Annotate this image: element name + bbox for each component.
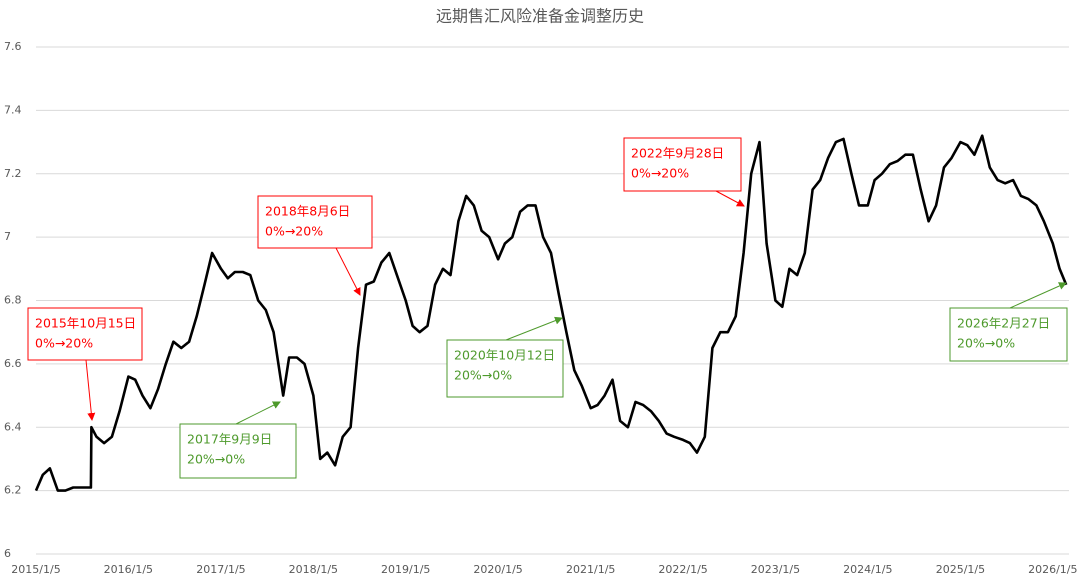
annotation-text: 2022年9月28日 [631, 146, 724, 161]
annotation-arrow [715, 190, 745, 207]
x-tick-label: 2019/1/5 [381, 563, 430, 576]
annotation-box [179, 423, 297, 479]
y-tick-label: 6 [4, 547, 11, 560]
y-tick-label: 7 [4, 230, 11, 243]
annotation-text: 2018年8月6日 [265, 204, 350, 219]
data-line [34, 134, 1068, 492]
annotation-text: 2015年10月15日 [35, 316, 136, 331]
annotation-text: 0%→20% [35, 336, 93, 351]
annotation-arrow [1009, 282, 1067, 309]
annotation-box [446, 339, 564, 398]
x-tick-label: 2017/1/5 [196, 563, 245, 576]
annotation-text: 2017年9月9日 [187, 432, 272, 447]
y-tick-label: 7.6 [4, 40, 22, 53]
annotation-box [949, 307, 1068, 362]
x-tick-label: 2015/1/5 [11, 563, 60, 576]
y-tick-label: 6.8 [4, 294, 22, 307]
annotation-box [257, 195, 373, 249]
annotation-text: 0%→20% [631, 166, 689, 181]
x-tick-label: 2016/1/5 [104, 563, 153, 576]
y-tick-label: 6.4 [4, 420, 22, 433]
y-tick-label: 6.2 [4, 484, 22, 497]
annotation-box [623, 137, 742, 192]
annotation-arrow [85, 359, 96, 421]
y-tick-label: 6.6 [4, 357, 22, 370]
x-tick-label: 2024/1/5 [843, 563, 892, 576]
y-tick-label: 7.2 [4, 167, 22, 180]
annotation-text: 20%→0% [187, 452, 245, 467]
annotation-text: 20%→0% [957, 336, 1015, 351]
x-tick-label: 2020/1/5 [473, 563, 522, 576]
x-tick-label: 2021/1/5 [566, 563, 615, 576]
annotation-text: 20%→0% [454, 368, 512, 383]
annotation-arrow [235, 401, 281, 425]
x-tick-label: 2022/1/5 [658, 563, 707, 576]
x-tick-label: 2018/1/5 [289, 563, 338, 576]
annotation-text: 0%→20% [265, 224, 323, 239]
chart-title: 远期售汇风险准备金调整历史 [436, 7, 644, 26]
annotation-arrow [335, 247, 361, 296]
x-tick-label: 2025/1/5 [936, 563, 985, 576]
annotation-text: 2020年10月12日 [454, 348, 555, 363]
y-tick-label: 7.4 [4, 103, 22, 116]
x-tick-label: 2026/1/5 [1028, 563, 1077, 576]
annotation-arrow [505, 316, 563, 341]
annotation-box [27, 307, 143, 361]
annotation-text: 2026年2月27日 [957, 316, 1050, 331]
x-tick-label: 2023/1/5 [751, 563, 800, 576]
